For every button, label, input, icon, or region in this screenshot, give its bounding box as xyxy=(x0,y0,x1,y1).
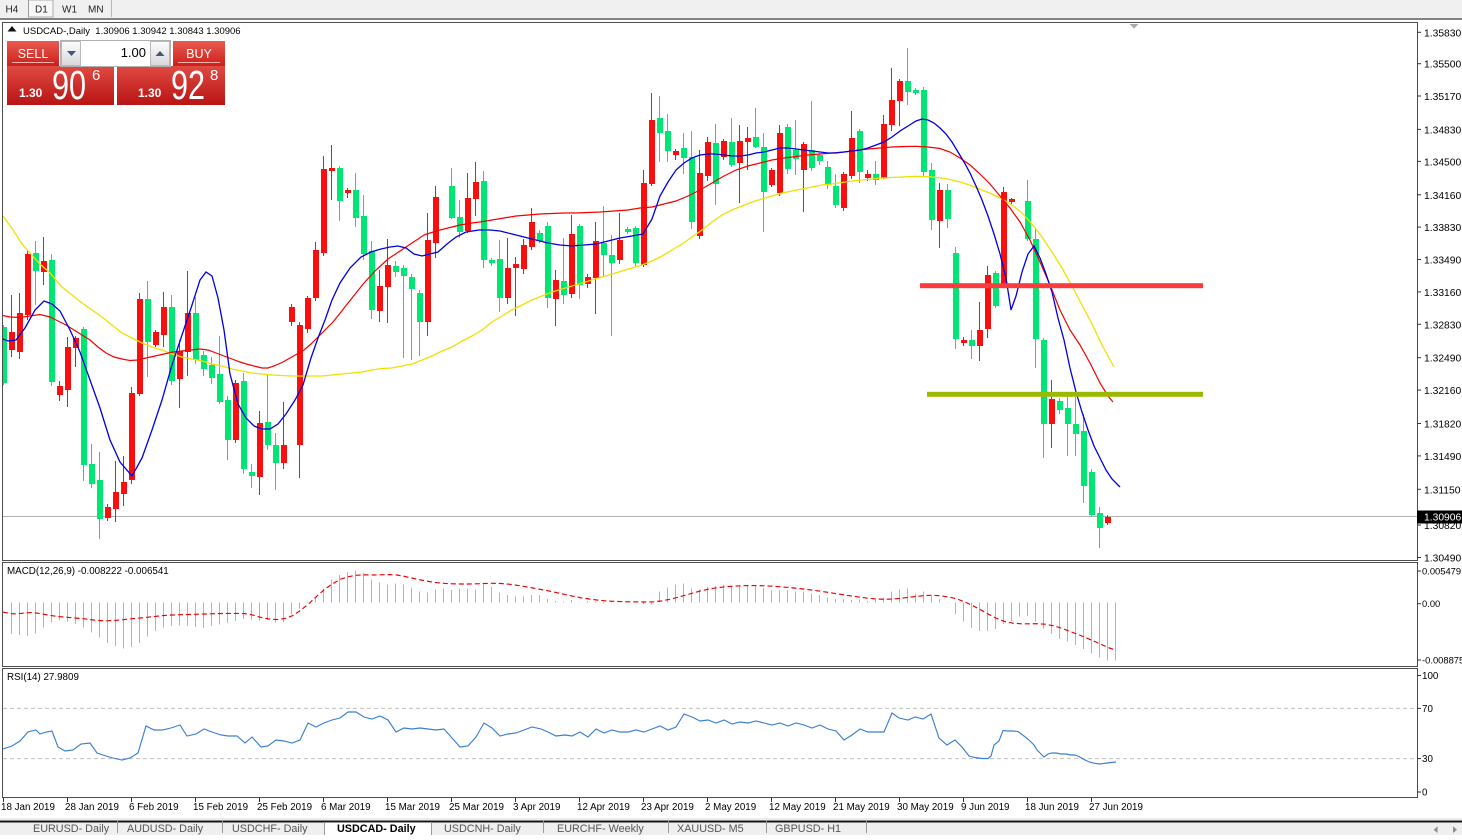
svg-text:1.35830: 1.35830 xyxy=(1424,28,1461,39)
svg-text:92: 92 xyxy=(171,62,205,108)
svg-text:30 May 2019: 30 May 2019 xyxy=(897,802,954,813)
svg-text:0.00: 0.00 xyxy=(1422,598,1440,609)
svg-text:1.30: 1.30 xyxy=(138,86,162,100)
svg-text:21 May 2019: 21 May 2019 xyxy=(833,802,890,813)
svg-text:MN: MN xyxy=(88,5,104,16)
svg-text:USDCAD-,Daily 1.30906 1.30942: USDCAD-,Daily 1.30906 1.30942 1.30843 1.… xyxy=(23,26,241,37)
svg-text:70: 70 xyxy=(1422,704,1433,715)
svg-text:6: 6 xyxy=(92,67,100,84)
svg-text:MACD(12,26,9) -0.008222 -0.006: MACD(12,26,9) -0.008222 -0.006541 xyxy=(7,566,169,577)
svg-text:6 Mar 2019: 6 Mar 2019 xyxy=(321,802,371,813)
svg-text:1.34160: 1.34160 xyxy=(1424,191,1461,202)
svg-text:RSI(14) 27.9809: RSI(14) 27.9809 xyxy=(7,672,79,683)
svg-text:6 Feb 2019: 6 Feb 2019 xyxy=(129,802,179,813)
svg-text:1.30820: 1.30820 xyxy=(1424,521,1461,532)
svg-text:1.35500: 1.35500 xyxy=(1424,60,1461,71)
svg-text:XAUUSD- M5: XAUUSD- M5 xyxy=(677,823,744,835)
svg-text:GBPUSD- H1: GBPUSD- H1 xyxy=(775,823,841,835)
svg-text:EURCHF- Weekly: EURCHF- Weekly xyxy=(557,823,644,835)
svg-text:1.34500: 1.34500 xyxy=(1424,157,1461,168)
svg-text:0.005479: 0.005479 xyxy=(1422,566,1461,577)
svg-text:15 Feb 2019: 15 Feb 2019 xyxy=(193,802,248,813)
svg-text:1.33160: 1.33160 xyxy=(1424,288,1461,299)
svg-text:8: 8 xyxy=(210,67,218,84)
svg-text:18 Jun 2019: 18 Jun 2019 xyxy=(1025,802,1079,813)
svg-text:23 Apr 2019: 23 Apr 2019 xyxy=(641,802,694,813)
svg-text:25 Mar 2019: 25 Mar 2019 xyxy=(449,802,504,813)
svg-text:1.32830: 1.32830 xyxy=(1424,320,1461,331)
svg-text:1.00: 1.00 xyxy=(121,45,146,60)
svg-text:2 May 2019: 2 May 2019 xyxy=(705,802,756,813)
svg-text:90: 90 xyxy=(52,62,86,108)
svg-text:28 Jan 2019: 28 Jan 2019 xyxy=(65,802,119,813)
svg-text:1.32160: 1.32160 xyxy=(1424,386,1461,397)
svg-text:1.32490: 1.32490 xyxy=(1424,354,1461,365)
svg-text:100: 100 xyxy=(1422,671,1439,682)
svg-text:USDCNH- Daily: USDCNH- Daily xyxy=(444,823,521,835)
svg-text:USDCHF- Daily: USDCHF- Daily xyxy=(232,823,308,835)
svg-text:1.34830: 1.34830 xyxy=(1424,125,1461,136)
svg-text:25 Feb 2019: 25 Feb 2019 xyxy=(257,802,312,813)
svg-text:SELL: SELL xyxy=(18,47,49,61)
svg-text:AUDUSD- Daily: AUDUSD- Daily xyxy=(127,823,204,835)
svg-text:15 Mar 2019: 15 Mar 2019 xyxy=(385,802,440,813)
svg-text:EURUSD- Daily: EURUSD- Daily xyxy=(33,823,110,835)
svg-text:1.31150: 1.31150 xyxy=(1424,485,1461,496)
svg-text:BUY: BUY xyxy=(186,47,212,61)
svg-text:1.35170: 1.35170 xyxy=(1424,92,1461,103)
svg-text:0: 0 xyxy=(1422,788,1428,799)
svg-text:12 May 2019: 12 May 2019 xyxy=(769,802,826,813)
svg-text:H4: H4 xyxy=(6,5,19,16)
svg-text:-0.008875: -0.008875 xyxy=(1422,655,1462,666)
svg-text:1.31820: 1.31820 xyxy=(1424,420,1461,431)
svg-text:1.33830: 1.33830 xyxy=(1424,223,1461,234)
svg-text:18 Jan 2019: 18 Jan 2019 xyxy=(1,802,55,813)
svg-text:W1: W1 xyxy=(62,5,77,16)
svg-text:1.31490: 1.31490 xyxy=(1424,452,1461,463)
svg-text:1.33490: 1.33490 xyxy=(1424,256,1461,267)
svg-text:USDCAD- Daily: USDCAD- Daily xyxy=(337,823,416,835)
svg-text:1.30906: 1.30906 xyxy=(1424,513,1461,524)
svg-text:1.30490: 1.30490 xyxy=(1424,554,1461,565)
svg-text:D1: D1 xyxy=(35,5,48,16)
svg-text:12 Apr 2019: 12 Apr 2019 xyxy=(577,802,630,813)
svg-text:3 Apr 2019: 3 Apr 2019 xyxy=(513,802,560,813)
svg-text:27 Jun 2019: 27 Jun 2019 xyxy=(1089,802,1143,813)
svg-text:30: 30 xyxy=(1422,754,1433,765)
svg-text:9 Jun 2019: 9 Jun 2019 xyxy=(961,802,1009,813)
svg-text:1.30: 1.30 xyxy=(19,86,43,100)
